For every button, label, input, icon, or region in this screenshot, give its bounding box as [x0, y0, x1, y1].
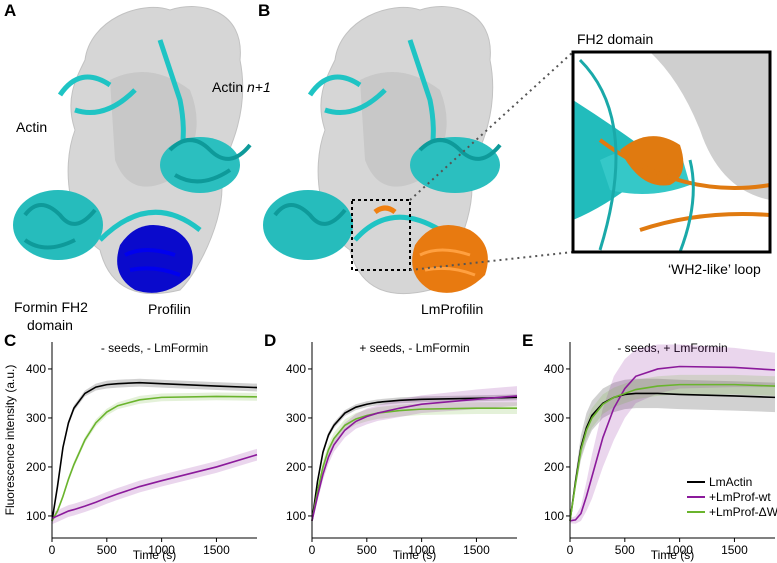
structure-label: ‘WH2-like’ loop	[668, 261, 761, 277]
panel-letter: E	[522, 331, 533, 350]
y-tick-label: 100	[286, 509, 306, 523]
structure-label: Actin n+1	[212, 79, 271, 95]
panel-letter: C	[4, 331, 16, 350]
y-tick-label: 100	[26, 509, 46, 523]
label-part: n+1	[247, 79, 271, 95]
structure-a	[13, 6, 252, 295]
data-line	[51, 381, 258, 521]
error-band	[312, 402, 517, 524]
chart-title: - seeds, - LmFormin	[101, 341, 208, 355]
x-tick-label: 0	[309, 543, 316, 557]
structure-label: LmProfilin	[421, 301, 483, 317]
error-band	[570, 374, 775, 524]
x-axis-label: Time (s)	[651, 548, 695, 562]
data-line	[569, 383, 776, 521]
zoom-inset	[571, 50, 772, 254]
panel-letter: B	[258, 1, 270, 20]
structure-label: Profilin	[148, 301, 191, 317]
y-tick-label: 200	[26, 460, 46, 474]
structure-label: Actin	[16, 119, 47, 135]
data-line	[569, 365, 776, 522]
data-line	[51, 453, 258, 520]
x-tick-label: 1000	[148, 543, 175, 557]
y-tick-label: 400	[26, 362, 46, 376]
y-tick-label: 300	[26, 411, 46, 425]
y-tick-label: 300	[544, 411, 564, 425]
structure-b	[263, 6, 574, 295]
panel-letter: A	[4, 1, 16, 20]
structure-label: FH2 domain	[577, 31, 653, 47]
chart-title: - seeds, + LmFormin	[617, 341, 727, 355]
y-tick-label: 100	[544, 509, 564, 523]
panel-letter: D	[264, 331, 276, 350]
x-tick-label: 1500	[721, 543, 748, 557]
y-tick-label: 200	[286, 460, 306, 474]
x-tick-label: 0	[49, 543, 56, 557]
y-tick-label: 400	[286, 362, 306, 376]
x-tick-label: 1000	[408, 543, 435, 557]
data-line	[51, 395, 258, 522]
x-tick-label: 1500	[463, 543, 490, 557]
data-line	[311, 396, 518, 521]
y-tick-label: 200	[544, 460, 564, 474]
chart-title: + seeds, - LmFormin	[359, 341, 469, 355]
y-tick-label: 300	[286, 411, 306, 425]
data-line	[311, 407, 517, 521]
error-band	[312, 386, 517, 524]
y-axis-label: Fluorescence intensity (a.u.)	[3, 365, 17, 516]
error-band	[570, 344, 775, 524]
x-tick-label: 1500	[203, 543, 230, 557]
label-part: Actin	[212, 79, 243, 95]
x-tick-label: 500	[357, 543, 377, 557]
legend-label: +LmProf-wt	[709, 490, 771, 504]
x-axis-label: Time (s)	[393, 548, 437, 562]
legend-label: LmActin	[709, 475, 752, 489]
legend-label: +LmProf-ΔWH2	[709, 505, 777, 519]
y-tick-label: 400	[544, 362, 564, 376]
data-line	[311, 395, 518, 522]
error-band	[52, 448, 257, 525]
x-tick-label: 1000	[666, 543, 693, 557]
x-tick-label: 0	[567, 543, 574, 557]
x-axis-label: Time (s)	[133, 548, 177, 562]
error-band	[570, 378, 775, 524]
structure-label: domain	[27, 317, 73, 333]
x-tick-label: 500	[615, 543, 635, 557]
structure-label: Formin FH2	[14, 299, 88, 315]
x-tick-label: 500	[97, 543, 117, 557]
